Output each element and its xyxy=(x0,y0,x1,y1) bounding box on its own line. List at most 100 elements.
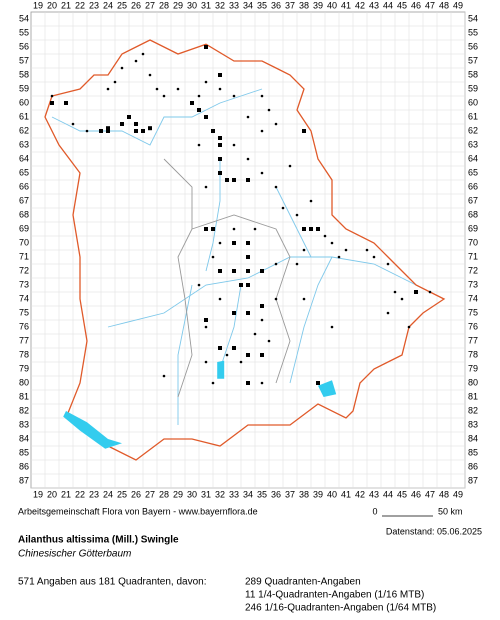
column-label: 22 xyxy=(75,0,85,10)
column-label: 45 xyxy=(397,489,407,499)
column-label: 30 xyxy=(187,0,197,10)
row-label: 60 xyxy=(19,97,29,107)
row-label: 77 xyxy=(19,335,29,345)
row-label: 70 xyxy=(19,237,29,247)
column-label: 34 xyxy=(243,0,253,10)
quadrant-record xyxy=(211,129,215,133)
sixteenth-record xyxy=(274,122,278,126)
row-label: 69 xyxy=(468,223,478,233)
column-label: 22 xyxy=(75,489,85,499)
column-label: 38 xyxy=(299,0,309,10)
grid xyxy=(31,12,466,489)
column-label: 35 xyxy=(257,489,267,499)
sixteenth-record xyxy=(148,73,152,77)
sixteenth-record xyxy=(337,255,341,259)
row-label: 79 xyxy=(468,363,478,373)
row-label: 56 xyxy=(19,41,29,51)
row-label: 59 xyxy=(468,83,478,93)
row-label: 55 xyxy=(19,27,29,37)
row-label: 69 xyxy=(19,223,29,233)
column-label: 46 xyxy=(411,0,421,10)
sixteenth-record xyxy=(204,325,208,329)
river xyxy=(205,159,221,272)
sixteenth-record xyxy=(344,248,348,252)
column-label: 39 xyxy=(313,489,323,499)
sixteenth-record xyxy=(113,80,117,84)
column-label: 19 xyxy=(33,0,43,10)
row-label: 61 xyxy=(468,111,478,121)
sixteenth-record xyxy=(309,199,313,203)
district-border xyxy=(191,214,291,384)
sixteenth-record xyxy=(50,94,54,98)
sixteenth-record xyxy=(204,185,208,189)
row-label: 81 xyxy=(19,391,29,401)
row-label: 73 xyxy=(19,279,29,289)
lake xyxy=(63,411,122,449)
row-label: 87 xyxy=(19,475,29,485)
sixteenth-record xyxy=(274,262,278,266)
row-label: 66 xyxy=(468,181,478,191)
sixteenth-record xyxy=(281,206,285,210)
column-label: 37 xyxy=(285,0,295,10)
sixteenth-record xyxy=(260,318,264,322)
column-label: 49 xyxy=(453,489,463,499)
sixteenth-record xyxy=(260,129,264,133)
column-label: 47 xyxy=(425,0,435,10)
quadrant-record xyxy=(211,227,215,231)
row-label: 60 xyxy=(468,97,478,107)
sixteenth-record xyxy=(274,185,278,189)
column-label: 20 xyxy=(47,0,57,10)
sixteenth-record xyxy=(85,129,89,133)
column-label: 25 xyxy=(117,489,127,499)
row-label: 77 xyxy=(468,335,478,345)
row-label: 73 xyxy=(468,279,478,289)
column-label: 32 xyxy=(215,489,225,499)
column-label: 38 xyxy=(299,489,309,499)
row-label: 86 xyxy=(468,461,478,471)
sixteenth-record xyxy=(365,248,369,252)
detail: 11 1/4-Quadranten-Angaben (1/16 MTB) xyxy=(245,590,424,601)
row-label: 82 xyxy=(468,405,478,415)
column-label: 48 xyxy=(439,0,449,10)
row-label: 64 xyxy=(19,153,29,163)
sixteenth-record xyxy=(204,80,208,84)
quadrant-record xyxy=(190,101,194,105)
sixteenth-record xyxy=(260,94,264,98)
quadrant-record xyxy=(232,311,236,315)
quadrant-record xyxy=(232,269,236,273)
column-label: 21 xyxy=(61,0,71,10)
quadrant-record xyxy=(246,283,250,287)
row-label: 80 xyxy=(19,377,29,387)
row-label: 76 xyxy=(468,321,478,331)
common-name: Chinesischer Götterbaum xyxy=(18,549,131,560)
detail: 289 Quadranten-Angaben xyxy=(245,577,361,588)
column-label: 44 xyxy=(383,489,393,499)
sixteenth-record xyxy=(225,353,229,357)
row-label: 70 xyxy=(468,237,478,247)
sixteenth-record xyxy=(197,143,201,147)
quadrant-record xyxy=(204,115,208,119)
sixteenth-record xyxy=(260,381,264,385)
column-label: 40 xyxy=(327,489,337,499)
column-label: 33 xyxy=(229,0,239,10)
row-label: 85 xyxy=(19,447,29,457)
sixteenth-record xyxy=(288,164,292,168)
quadrant-record xyxy=(232,178,236,182)
sixteenth-record xyxy=(302,297,306,301)
row-label: 75 xyxy=(19,307,29,317)
quadrant-record xyxy=(148,126,152,131)
summary: 571 Angaben aus 181 Quadranten, davon: xyxy=(18,577,207,588)
quadrant-record xyxy=(134,122,138,126)
sixteenth-record xyxy=(232,143,236,147)
column-label: 43 xyxy=(369,0,379,10)
sixteenth-record xyxy=(246,115,250,119)
column-label: 23 xyxy=(89,0,99,10)
column-label: 41 xyxy=(341,0,351,10)
quadrant-record xyxy=(260,353,264,357)
quadrant-record xyxy=(218,346,222,350)
sixteenth-record xyxy=(302,248,306,252)
column-label: 31 xyxy=(201,489,211,499)
row-label: 54 xyxy=(468,13,478,23)
quadrant-record xyxy=(260,304,264,308)
quadrant-record xyxy=(134,129,138,133)
